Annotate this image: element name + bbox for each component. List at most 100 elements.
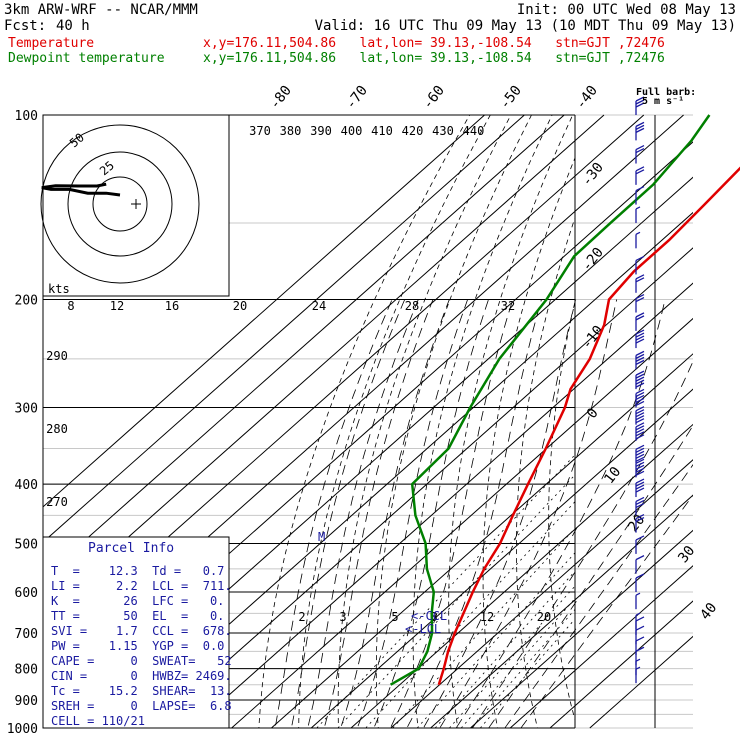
theta-e-label: 420 bbox=[402, 124, 424, 138]
wind-barb-half bbox=[635, 666, 641, 670]
isotherm bbox=[43, 114, 605, 614]
wind-barb-half bbox=[635, 206, 641, 210]
parcel-info-row: CELL = 110/21 bbox=[51, 714, 145, 728]
wind-barb-feather bbox=[635, 373, 645, 379]
wind-barb-feather bbox=[635, 453, 645, 459]
wind-barb-feather bbox=[635, 450, 645, 456]
wind-barb bbox=[635, 166, 645, 185]
wind-barb-feather bbox=[635, 470, 645, 476]
wind-barb-feather bbox=[635, 359, 645, 365]
wind-barb-feather bbox=[635, 464, 645, 470]
wind-barb-feather bbox=[635, 434, 645, 440]
mixing-ratio-label: 16 bbox=[165, 299, 179, 313]
barb-note-line1: Full barb: bbox=[636, 87, 696, 98]
moist-adiabat bbox=[405, 299, 542, 730]
wind-barb-half bbox=[635, 658, 641, 662]
wind-barb bbox=[635, 293, 645, 313]
mixing-ratio-label: 24 bbox=[312, 299, 326, 313]
wind-barb bbox=[635, 121, 645, 141]
moist-adiabat bbox=[323, 299, 434, 730]
moist-adiabat bbox=[388, 299, 514, 730]
wind-barb-feather bbox=[635, 356, 645, 362]
wind-barb bbox=[635, 255, 645, 275]
parcel-info-row: T = 12.3 Td = 0.7 bbox=[51, 564, 224, 578]
isotherm bbox=[271, 353, 693, 729]
wind-barb-feather bbox=[635, 350, 645, 356]
wind-barb-feather bbox=[635, 444, 645, 450]
wind-barb-feather bbox=[635, 391, 645, 398]
wind-barb bbox=[635, 616, 645, 635]
wind-barb-feather bbox=[635, 431, 645, 437]
temperature-series bbox=[437, 166, 740, 686]
wind-barb-feather bbox=[635, 573, 645, 579]
moist-adiabat bbox=[438, 299, 618, 730]
wind-barb-feather bbox=[635, 484, 645, 490]
isotherm-label: 30 bbox=[675, 543, 698, 566]
wind-barb-feather bbox=[635, 447, 645, 453]
wind-barb-feather bbox=[635, 124, 645, 130]
theta-e-label: 370 bbox=[249, 124, 271, 138]
wind-barb-feather bbox=[635, 422, 645, 428]
wind-barb-feather bbox=[635, 121, 645, 127]
dry-adiabat bbox=[669, 115, 740, 740]
mixing-ratio-line bbox=[471, 608, 575, 728]
dewpoint-line bbox=[389, 114, 711, 686]
parcel-info-box: Parcel Info T = 12.3 Td = 0.7LI = 2.2 LC… bbox=[42, 536, 232, 729]
m-marker: M bbox=[318, 530, 325, 544]
wind-barb-feather bbox=[635, 481, 645, 487]
wind-barb-feather bbox=[635, 277, 645, 283]
wind-barb-feather bbox=[635, 616, 645, 622]
wind-barb-feather bbox=[635, 409, 645, 415]
wind-barb-feather bbox=[635, 370, 645, 376]
parcel-info-title: Parcel Info bbox=[88, 541, 174, 556]
pressure-tick-label: 600 bbox=[15, 586, 38, 601]
theta-e-label: 400 bbox=[341, 124, 363, 138]
wind-barb-feather bbox=[635, 166, 645, 172]
wind-barb bbox=[635, 573, 645, 593]
wind-barb-feather bbox=[635, 329, 645, 335]
ccl-marker: <-CCL bbox=[411, 609, 447, 623]
valid-time: Valid: 16 UTC Thu 09 May 13 (10 MDT Thu … bbox=[314, 18, 736, 34]
parcel-info-row: CIN = 0 HWBZ= 2469. bbox=[51, 669, 232, 683]
isotherm bbox=[549, 600, 693, 729]
moist-adiabat bbox=[502, 464, 693, 730]
wind-barb bbox=[635, 514, 645, 533]
moist-adiabat bbox=[470, 360, 693, 730]
parcel-info-row: SREH = 0 LAPSE= 6.8 bbox=[51, 699, 232, 713]
hodograph-ring-25 bbox=[67, 151, 173, 257]
wind-barb-feather bbox=[635, 312, 645, 318]
moist-adiabat bbox=[372, 299, 489, 730]
wind-barb-feather bbox=[635, 646, 645, 652]
wind-barb-feather bbox=[635, 353, 645, 359]
wind-barb bbox=[635, 458, 645, 478]
dry-adiabat bbox=[697, 115, 740, 740]
wind-barb-half bbox=[635, 231, 641, 235]
parcel-info-row: K = 26 LFC = 0. bbox=[51, 594, 224, 608]
wind-barb-feather bbox=[635, 376, 645, 382]
pressure-tick-label: 700 bbox=[15, 627, 38, 642]
mixing-ratio-label: 32 bbox=[501, 299, 515, 313]
pressure-tick-label: 100 bbox=[15, 109, 38, 124]
theta-label: 270 bbox=[46, 495, 68, 509]
wind-barb-feather bbox=[635, 478, 645, 484]
wind-barb bbox=[635, 612, 641, 630]
wind-barb bbox=[635, 388, 645, 408]
barb-note-line2: 5 m s⁻¹ bbox=[642, 96, 684, 107]
wind-barb-half bbox=[635, 612, 641, 616]
isotherm-label: -70 bbox=[343, 83, 371, 113]
wind-barb-feather bbox=[635, 296, 645, 303]
isobars: 100 200 300 400 500 600 700 800 900 1000 bbox=[7, 109, 656, 737]
pressure-tick-label: 1000 bbox=[7, 722, 38, 737]
isotherm bbox=[350, 423, 693, 729]
wind-barb bbox=[635, 206, 641, 223]
wind-barb bbox=[635, 422, 645, 441]
dewpoint-legend-label: Dewpoint temperature bbox=[8, 51, 165, 66]
theta-label: 290 bbox=[46, 349, 68, 363]
hodograph: 25 50 kts bbox=[40, 114, 230, 297]
wind-barb bbox=[635, 592, 641, 610]
wind-barb-feather bbox=[635, 499, 645, 506]
hodograph-units: kts bbox=[48, 282, 70, 296]
init-time: Init: 00 UTC Wed 08 May 13 bbox=[516, 2, 736, 18]
wind-barb-feather bbox=[635, 461, 645, 467]
